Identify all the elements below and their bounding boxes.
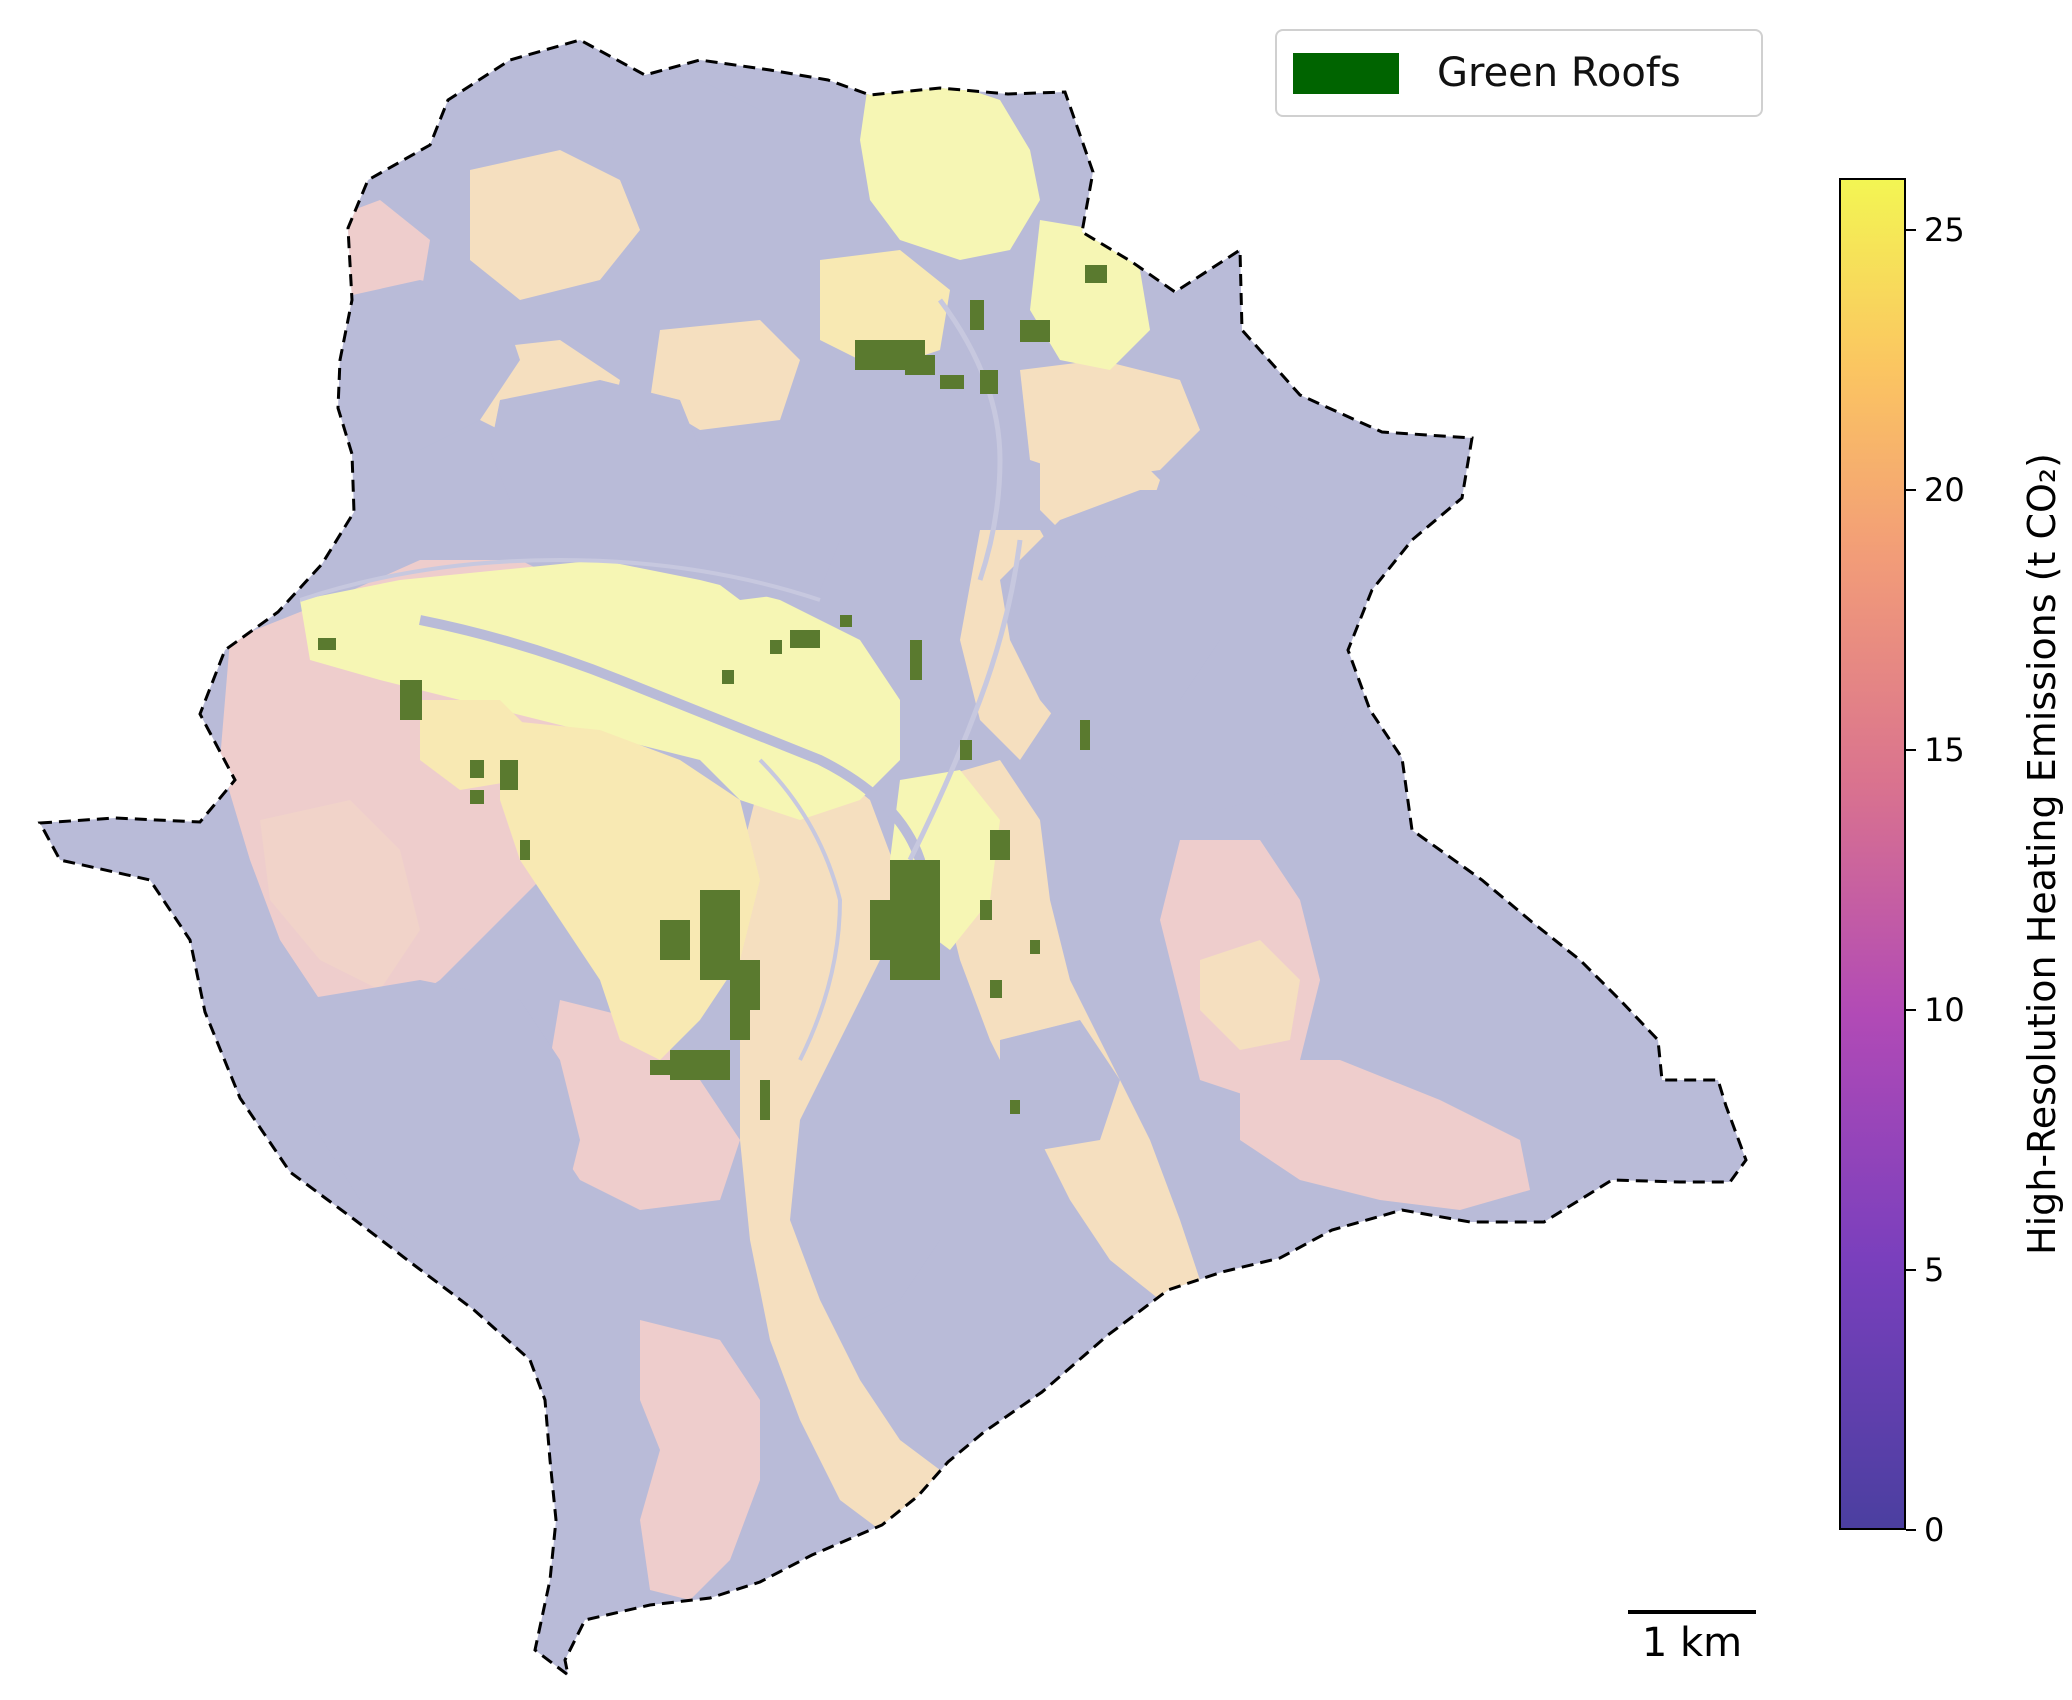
green-roof-layer xyxy=(318,265,1107,1120)
colorbar-tick xyxy=(1906,489,1916,491)
scale-bar xyxy=(1628,1610,1756,1614)
colorbar-gradient xyxy=(1841,180,1904,1528)
colorbar-tick-label: 25 xyxy=(1924,211,1965,249)
colorbar-tick-label: 15 xyxy=(1924,731,1965,769)
colorbar-tick xyxy=(1906,1009,1916,1011)
colorbar-tick xyxy=(1906,1269,1916,1271)
colorbar-tick-label: 5 xyxy=(1924,1251,1945,1289)
emission-layer xyxy=(220,70,1530,1600)
colorbar-tick xyxy=(1906,749,1916,751)
colorbar-tick-label: 20 xyxy=(1924,471,1965,509)
colorbar-tick-label: 0 xyxy=(1924,1511,1945,1549)
colorbar-frame xyxy=(1839,178,1906,1530)
city-boundary xyxy=(37,38,1748,1679)
legend-label: Green Roofs xyxy=(1437,50,1681,96)
colorbar-tick xyxy=(1906,229,1916,231)
colorbar-tick xyxy=(1906,1529,1916,1531)
colorbar-tick-label: 10 xyxy=(1924,991,1965,1029)
legend: Green Roofs xyxy=(1275,29,1763,117)
legend-swatch-green-roofs xyxy=(1293,52,1399,94)
colorbar-title: High-Resolution Heating Emissions (t CO₂… xyxy=(2020,453,2064,1255)
scale-bar-label: 1 km xyxy=(1641,1620,1743,1666)
